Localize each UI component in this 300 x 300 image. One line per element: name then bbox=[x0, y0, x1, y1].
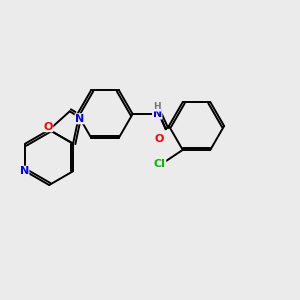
Text: H: H bbox=[153, 102, 161, 111]
Text: N: N bbox=[20, 166, 29, 176]
Text: N: N bbox=[75, 114, 85, 124]
Text: O: O bbox=[155, 134, 164, 144]
Text: O: O bbox=[44, 122, 53, 132]
Text: Cl: Cl bbox=[154, 159, 166, 169]
Text: N: N bbox=[153, 109, 162, 119]
